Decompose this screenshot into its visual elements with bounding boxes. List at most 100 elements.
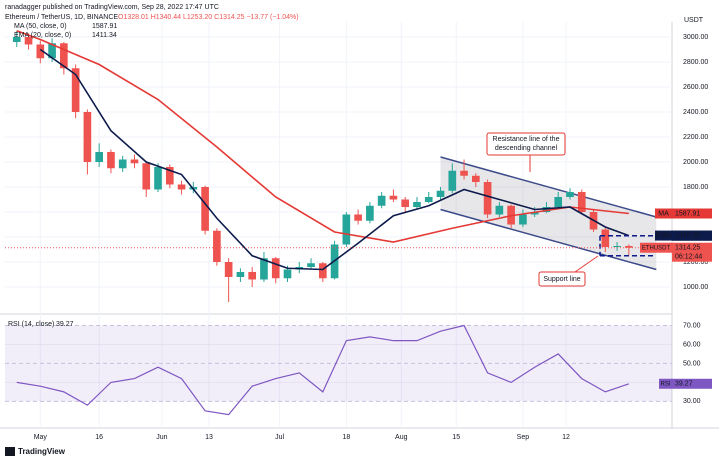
candle-body xyxy=(613,245,621,247)
candle-body xyxy=(577,192,586,212)
price-tag-value: 39.27 xyxy=(675,381,693,388)
legend-value: 1587.91 xyxy=(92,23,117,30)
candle-body xyxy=(448,170,457,191)
x-tick-label: May xyxy=(34,434,48,441)
rsi-value: 39.27 xyxy=(56,321,74,328)
candle-body xyxy=(83,112,92,162)
y-tick-label: 1200.00 xyxy=(683,259,708,266)
candle-body xyxy=(118,159,127,169)
candle-body xyxy=(354,214,362,221)
y-tick-label: 2600.00 xyxy=(683,84,708,91)
level-tag xyxy=(672,230,712,241)
candle-body xyxy=(177,184,186,190)
x-tick-label: 13 xyxy=(205,434,213,441)
candle-body xyxy=(236,272,245,277)
candle-body xyxy=(366,205,374,221)
y-tick-label: 60.00 xyxy=(683,341,701,348)
y-tick-label: 70.00 xyxy=(683,322,701,329)
x-tick-label: 16 xyxy=(95,434,103,441)
price-tag xyxy=(672,242,712,262)
y-tick-label: 2200.00 xyxy=(683,134,708,141)
candle-body xyxy=(224,262,233,277)
y-tick-label: 2800.00 xyxy=(683,59,708,66)
candle-body xyxy=(625,245,633,248)
candle-body xyxy=(377,195,386,206)
price-tag xyxy=(672,208,712,219)
candle-body xyxy=(542,207,551,212)
brand: TradingView xyxy=(18,447,66,456)
candle-body xyxy=(60,43,68,69)
candle-body xyxy=(71,68,80,112)
candle-body xyxy=(95,152,103,162)
x-tick-label: 15 xyxy=(452,434,460,441)
price-tag-value: 1587.91 xyxy=(675,210,700,217)
candle-body xyxy=(519,214,527,225)
candle-body xyxy=(165,167,174,185)
brand-logo xyxy=(5,447,15,456)
candle-body xyxy=(566,192,574,197)
candle-body xyxy=(483,182,492,215)
candle-body xyxy=(342,214,351,245)
y-tick-label: 2000.00 xyxy=(683,159,708,166)
y-tick-label: 3000.00 xyxy=(683,34,708,41)
candle-body xyxy=(601,229,610,247)
candle-body xyxy=(260,258,268,280)
price-tag-value: 1314.25 xyxy=(675,245,700,252)
candle-body xyxy=(271,258,280,279)
x-tick-label: Aug xyxy=(395,434,408,441)
candle-body xyxy=(495,205,504,215)
price-tag xyxy=(655,208,672,219)
moving-average xyxy=(16,30,629,243)
callout-box xyxy=(538,271,586,287)
candle-body xyxy=(154,167,162,190)
callout-text: Resistance line of the descending channel xyxy=(493,136,560,152)
x-tick-label: 12 xyxy=(562,434,570,441)
candle-body xyxy=(307,263,315,267)
candle-body xyxy=(471,175,480,182)
y-tick-label: 2400.00 xyxy=(683,109,708,116)
candle-body xyxy=(436,190,445,197)
candle-body xyxy=(248,272,257,280)
price-tag xyxy=(659,378,672,389)
candle-body xyxy=(389,195,398,200)
callout-text: Support line xyxy=(543,276,580,283)
x-tick-label: 18 xyxy=(342,434,350,441)
candle-body xyxy=(12,37,21,42)
legend-name: EMA (20, close, 0) xyxy=(14,32,71,39)
candle-body xyxy=(36,44,45,59)
price-tag-name: ETHUSDT xyxy=(642,245,671,251)
legend-value: 1411.34 xyxy=(92,32,117,39)
countdown: 06:12:44 xyxy=(675,254,702,261)
rsi-title: RSI (14, close) xyxy=(8,321,54,328)
price-tag xyxy=(640,242,672,253)
price-tag xyxy=(672,378,712,389)
y-tick-label: 50.00 xyxy=(683,360,701,367)
price-tag xyxy=(655,230,672,241)
level-label: 1410.00 xyxy=(675,233,700,240)
legend-name: MA (50, close, 0) xyxy=(14,23,67,30)
callout-box xyxy=(486,132,566,156)
ohlc: O1328.01 H1340.44 L1253.20 C1314.25 −13.… xyxy=(118,14,299,21)
candle-body xyxy=(24,37,33,45)
candle-body xyxy=(424,197,433,202)
candle-body xyxy=(107,152,115,169)
y-tick-label: 1000.00 xyxy=(683,284,708,291)
candle-body xyxy=(318,263,327,279)
candle-body xyxy=(142,163,151,190)
channel-line xyxy=(440,156,657,218)
x-tick-label: Jul xyxy=(275,434,284,441)
candle-body xyxy=(401,199,410,207)
x-tick-label: Sep xyxy=(517,434,530,441)
price-tag-name: MA xyxy=(658,210,669,217)
candle-body xyxy=(413,202,421,207)
candle-body xyxy=(130,159,139,164)
candle-body xyxy=(530,212,539,215)
candle-body xyxy=(201,187,209,231)
candle-body xyxy=(213,230,221,262)
candle-body xyxy=(283,269,292,279)
channel-line xyxy=(440,208,657,271)
x-tick-label: Jun xyxy=(156,434,167,441)
price-tag-name: EMA xyxy=(656,232,672,239)
